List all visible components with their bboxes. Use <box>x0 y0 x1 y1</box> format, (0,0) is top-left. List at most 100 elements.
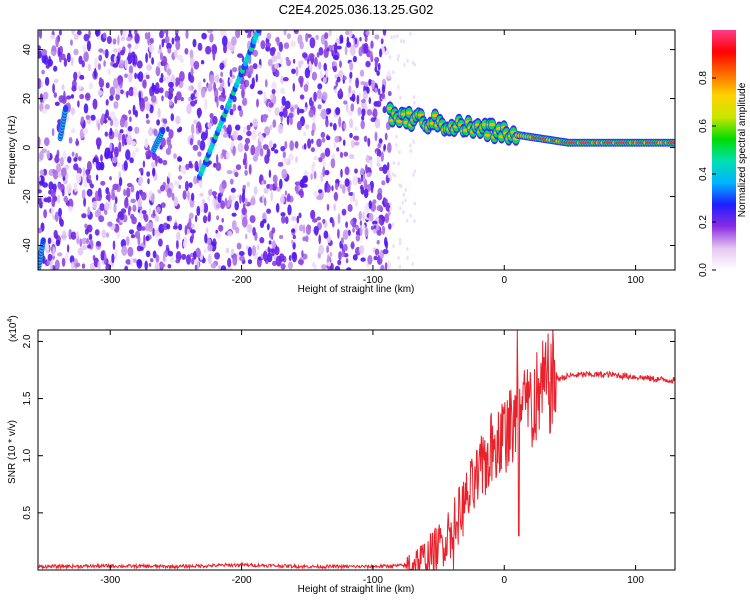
noise-blob <box>235 164 242 171</box>
noise-blob <box>41 49 48 56</box>
noise-blob <box>217 193 222 203</box>
noise-blob <box>155 65 161 77</box>
noise-blob <box>368 78 372 87</box>
noise-blob <box>132 104 136 116</box>
colorbar-tick-label: 0.4 <box>698 167 709 181</box>
noise-blob <box>50 189 56 198</box>
noise-blob <box>127 125 133 132</box>
chart-title: C2E4.2025.036.13.25.G02 <box>279 2 434 17</box>
noise-blob <box>376 229 382 236</box>
spectrogram-y-ticks: -40 -20 0 20 40 <box>22 44 675 253</box>
noise-blob <box>286 33 291 40</box>
noise-blob <box>376 239 380 245</box>
noise-blob <box>169 86 174 94</box>
noise-blob <box>280 263 286 270</box>
noise-blob <box>399 206 402 211</box>
noise-blob <box>63 57 68 67</box>
noise-blob <box>249 215 256 224</box>
noise-blob <box>46 150 51 160</box>
noise-blob <box>343 100 348 105</box>
noise-blob <box>340 168 343 178</box>
noise-blob <box>102 32 107 39</box>
noise-blob <box>213 162 217 168</box>
noise-blob <box>326 135 331 141</box>
noise-blob <box>280 212 286 217</box>
noise-blob <box>349 61 354 71</box>
noise-blob <box>109 86 116 97</box>
noise-blob <box>144 32 149 40</box>
noise-blob <box>358 92 361 99</box>
noise-blob <box>176 239 179 250</box>
noise-blob <box>88 233 93 241</box>
noise-blob <box>148 192 151 197</box>
noise-blob <box>215 162 222 172</box>
noise-blob <box>211 44 218 55</box>
noise-blob <box>287 261 293 270</box>
noise-blob <box>63 195 69 203</box>
noise-blob <box>282 77 289 82</box>
noise-blob <box>402 192 405 197</box>
noise-blob <box>59 156 64 167</box>
noise-blob <box>380 151 384 162</box>
noise-blob <box>212 115 218 125</box>
noise-blob <box>113 55 117 64</box>
noise-blob <box>113 202 117 213</box>
noise-blob <box>361 99 366 104</box>
noise-blob <box>232 145 236 157</box>
noise-blob <box>252 63 258 70</box>
noise-blob <box>318 47 324 56</box>
noise-blob <box>99 203 105 212</box>
noise-blob <box>388 223 392 230</box>
noise-blob <box>54 101 60 107</box>
noise-blob <box>383 144 387 151</box>
noise-blob <box>338 116 342 128</box>
noise-blob <box>271 88 276 95</box>
noise-blob <box>75 138 79 147</box>
noise-blob <box>132 204 137 212</box>
noise-blob <box>204 98 208 110</box>
noise-blob <box>191 257 195 265</box>
noise-blob <box>195 247 201 258</box>
noise-blob <box>139 101 145 112</box>
noise-blob <box>52 83 55 94</box>
noise-blob <box>277 123 284 134</box>
noise-blob <box>81 263 86 269</box>
noise-blob <box>327 261 331 267</box>
noise-blob <box>339 89 342 96</box>
noise-blob <box>114 249 118 261</box>
noise-blob <box>236 135 243 141</box>
noise-blob <box>129 116 132 123</box>
noise-blob <box>332 55 339 60</box>
noise-blob <box>207 193 211 203</box>
noise-blob <box>376 162 381 167</box>
noise-blob <box>377 143 382 149</box>
noise-blob <box>318 61 322 70</box>
noise-blob <box>412 95 416 100</box>
noise-blob <box>377 254 381 265</box>
noise-blob <box>316 195 322 201</box>
noise-blob <box>95 174 99 181</box>
noise-blob <box>335 80 339 88</box>
noise-blob <box>241 216 248 228</box>
noise-blob <box>140 226 146 231</box>
noise-blob <box>321 264 327 270</box>
noise-blob <box>178 223 183 231</box>
noise-blob <box>336 147 340 152</box>
noise-blob <box>85 92 91 101</box>
noise-blob <box>339 60 342 68</box>
noise-blob <box>126 187 131 198</box>
noise-blob <box>94 190 99 202</box>
noise-blob <box>227 230 233 237</box>
noise-blob <box>82 244 88 250</box>
noise-blob <box>302 253 308 260</box>
noise-blob <box>112 240 116 250</box>
noise-blob <box>200 132 207 141</box>
noise-blob <box>270 146 275 152</box>
noise-blob <box>284 100 291 110</box>
noise-blob <box>313 171 317 180</box>
noise-blob <box>316 52 320 58</box>
noise-blob <box>191 123 195 135</box>
noise-blob <box>199 140 206 151</box>
noise-blob <box>358 245 365 255</box>
noise-blob <box>73 182 78 193</box>
